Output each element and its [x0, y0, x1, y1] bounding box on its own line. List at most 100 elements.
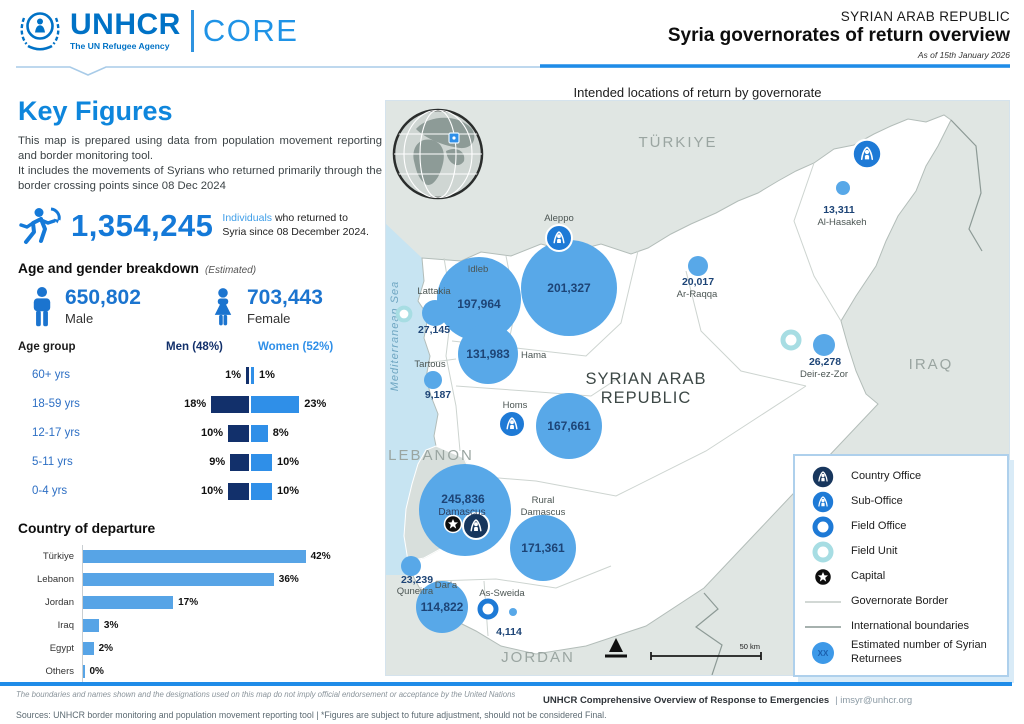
male-value: 650,802 — [65, 285, 141, 309]
women-pct: 1% — [259, 369, 275, 382]
female-icon — [214, 287, 232, 325]
women-pct: 23% — [304, 398, 327, 411]
bubble-lattakia — [422, 300, 448, 326]
female-label: Female — [247, 310, 291, 326]
women-pct: 10% — [277, 456, 300, 469]
legend-label: Field Unit — [851, 544, 898, 557]
male-label: Male — [65, 310, 94, 326]
gov-name: Rural — [532, 495, 555, 506]
international-boundary-icon — [795, 622, 851, 632]
gov-name: Lattakia — [417, 286, 451, 297]
age-group-label: 18-59 yrs — [32, 398, 80, 411]
bubble-al-hasakeh — [836, 181, 850, 195]
gov-name: Al-Hasakeh — [817, 217, 866, 228]
sub-office-icon-qamishli — [853, 140, 882, 169]
gov-value: 131,983 — [466, 347, 510, 361]
total-returnees: 1,354,245 Individuals who returned to Sy… — [18, 206, 382, 246]
header-country-label: SYRIAN ARAB REPUBLIC — [840, 9, 1010, 24]
legend-row: XX Estimated number of Syrian Returnees — [795, 639, 1007, 667]
gov-value: 4,114 — [496, 626, 522, 638]
bubble-aleppo — [521, 240, 617, 336]
scale-label: 50 km — [740, 642, 760, 651]
age-group-label: 60+ yrs — [32, 369, 71, 382]
women-pct: 10% — [277, 485, 300, 498]
footer-email: | imsyr@unhcr.org — [835, 694, 913, 706]
departure-row: Jordan 17% — [18, 590, 382, 614]
gov-name: Idleb — [468, 264, 489, 275]
pyramid-row: 60+ yrs 1% 1% — [18, 361, 382, 390]
departure-bar — [83, 641, 94, 655]
footer-sources: Sources: UNHCR border monitoring and pop… — [16, 709, 607, 720]
legend-row: Capital — [795, 564, 1007, 589]
men-bar — [246, 366, 249, 384]
legend-label: Country Office — [851, 469, 922, 482]
logo-tagline: The UN Refugee Agency — [70, 40, 170, 51]
departure-bar — [83, 572, 274, 586]
key-figures-heading: Key Figures — [18, 96, 173, 126]
key-figures-paragraph-1: This map is prepared using data from pop… — [18, 135, 382, 162]
returnee-bubble-icon: XX — [795, 640, 851, 666]
bubble-rural-damascus — [510, 515, 576, 581]
as-of-date: As of 15th January 2026 — [917, 50, 1010, 60]
bubble-dara — [416, 581, 468, 633]
legend-row: Field Unit — [795, 539, 1007, 564]
women-pct: 8% — [272, 427, 289, 440]
country-label: Others — [45, 665, 74, 677]
field-office-icon-as-sweida — [480, 601, 496, 617]
legend-label: Field Office — [851, 519, 907, 532]
label-iraq: IRAQ — [909, 356, 954, 373]
label-turkiye: TÜRKIYE — [638, 133, 717, 151]
age-gender-note: (Estimated) — [204, 264, 257, 276]
label-syria-2: REPUBLIC — [601, 389, 692, 407]
departure-pct: 42% — [310, 550, 331, 562]
footer: The boundaries and names shown and the d… — [0, 682, 1024, 720]
country-label: Iraq — [57, 619, 74, 631]
age-group-label: 0-4 yrs — [32, 485, 68, 498]
departure-pct: 0% — [89, 665, 104, 677]
pyramid-row: 5-11 yrs 9% 10% — [18, 448, 382, 477]
footer-org: UNHCR Comprehensive Overview of Response… — [543, 694, 830, 706]
core-wordmark: CORE — [202, 13, 299, 48]
legend-label: Capital — [851, 569, 886, 582]
footer-rule — [0, 682, 1012, 686]
departure-bar — [83, 549, 306, 563]
age-group-label: 12-17 yrs — [32, 427, 80, 440]
gov-name: Tartous — [414, 359, 445, 370]
country-office-icon — [795, 465, 851, 489]
gov-value: 9,187 — [425, 389, 451, 401]
men-pct: 10% — [200, 427, 223, 440]
gov-value: 27,145 — [418, 324, 450, 336]
gov-name: As-Sweida — [479, 588, 525, 599]
female-total: 703,443 Female — [198, 287, 378, 329]
unhcr-emblem-icon — [20, 12, 60, 51]
map-title: Intended locations of return by governor… — [573, 85, 822, 100]
women-bar — [251, 424, 268, 442]
country-label: Egypt — [49, 642, 74, 654]
gov-name: Hama — [521, 350, 547, 361]
country-label: Lebanon — [37, 573, 74, 585]
age-pyramid-chart: Age group Men (48%) Women (52%) 60+ yrs … — [18, 341, 382, 506]
pyramid-header: Age group Men (48%) Women (52%) — [18, 341, 382, 361]
men-pct: 1% — [225, 369, 241, 382]
key-figures-panel: Key Figures This map is prepared using d… — [18, 96, 382, 683]
scale-bar: 50 km — [650, 642, 762, 660]
globe-inset — [392, 108, 484, 200]
field-unit-icon-lattakia — [398, 308, 411, 321]
male-total: 650,802 Male — [18, 285, 198, 329]
gov-value: 20,017 — [682, 276, 714, 288]
gov-name: Aleppo — [544, 213, 574, 224]
men-pct: 10% — [200, 485, 223, 498]
map: TÜRKIYE IRAQ LEBANON JORDAN SYRIAN ARAB … — [385, 100, 1010, 677]
label-syria-1: SYRIAN ARAB — [585, 370, 706, 388]
age-group-label: 5-11 yrs — [32, 456, 73, 469]
men-bar — [230, 453, 249, 471]
legend-row: Governorate Border — [795, 589, 1007, 614]
departure-bar — [83, 618, 99, 632]
men-bar — [211, 395, 249, 413]
departure-row: Lebanon 36% — [18, 567, 382, 591]
label-lebanon: LEBANON — [388, 447, 474, 464]
country-label: Türkiye — [42, 550, 74, 562]
logo-divider — [190, 10, 194, 52]
departure-bar — [83, 595, 174, 609]
